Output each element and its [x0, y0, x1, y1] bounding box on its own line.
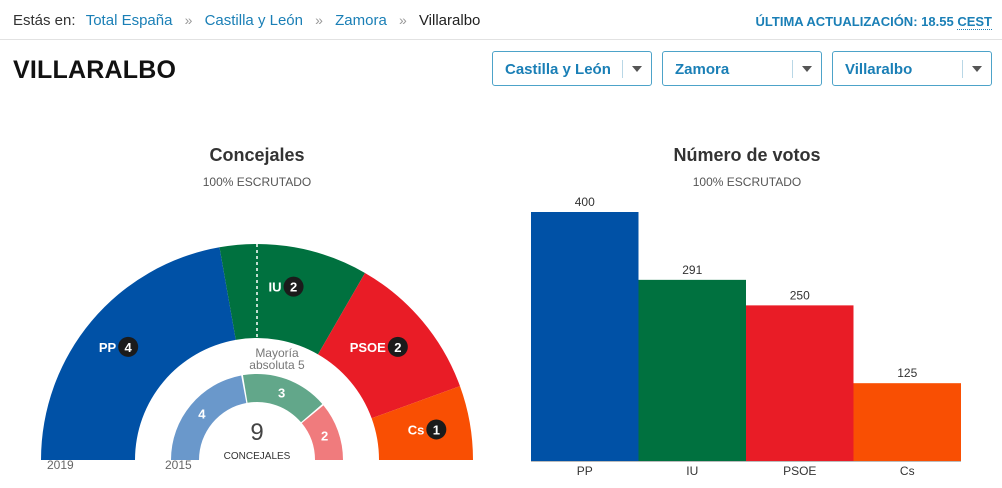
vote-bar-cs: [853, 383, 961, 461]
seat-count-2015-psoe: 2: [321, 428, 328, 443]
last-update-time: 18.55: [921, 14, 954, 29]
breadcrumb-current: Villaralbo: [418, 12, 481, 29]
seat-label-pp: PP: [99, 340, 117, 355]
breadcrumb-link-total-espana[interactable]: Total España: [85, 12, 173, 29]
seats-chart-subtitle: 100% ESCRUTADO: [202, 175, 312, 189]
breadcrumb-separator: »: [398, 12, 407, 28]
seats-total: 9: [250, 419, 263, 446]
chevron-down-icon: [802, 66, 812, 72]
chevron-down-icon: [972, 66, 982, 72]
seat-badge-pp: [118, 336, 139, 357]
vote-category-cs: Cs: [900, 464, 915, 478]
select-divider: [622, 60, 623, 78]
vote-value-pp: 400: [575, 195, 595, 209]
votes-chart-title: Número de votos: [673, 145, 821, 165]
province-select[interactable]: Zamora: [662, 51, 822, 86]
select-divider: [792, 60, 793, 78]
seat-arc-2019-iu: [219, 243, 365, 355]
seat-arc-2015-iu: [242, 374, 323, 423]
series-label-2015: 2015: [165, 458, 192, 472]
top-bar: Estás en: Total España » Castilla y León…: [0, 0, 1002, 40]
vote-value-iu: 291: [682, 263, 702, 277]
municipality-select-value: Villaralbo: [845, 61, 913, 78]
votes-chart-subtitle: 100% ESCRUTADO: [692, 175, 802, 189]
vote-category-psoe: PSOE: [783, 464, 816, 478]
region-select-value: Castilla y León: [505, 61, 611, 78]
vote-value-cs: 125: [897, 366, 917, 380]
last-update-timezone: CEST: [957, 14, 992, 30]
seat-arc-2015-pp: [171, 375, 247, 460]
seat-count-2015-pp: 4: [198, 407, 206, 422]
vote-category-pp: PP: [577, 464, 593, 478]
seat-count-2015-iu: 3: [278, 385, 285, 400]
region-select[interactable]: Castilla y León: [492, 51, 652, 86]
vote-value-psoe: 250: [790, 288, 810, 302]
breadcrumb-link-castilla-y-leon[interactable]: Castilla y León: [204, 12, 303, 29]
seat-count-pp: 4: [125, 340, 133, 355]
seats-total-label: CONCEJALES: [224, 451, 291, 462]
vote-bar-psoe: [746, 305, 854, 461]
page-title: VILLARALBO: [13, 56, 177, 84]
seat-label-psoe: PSOE: [350, 340, 386, 355]
seat-badge-psoe: [387, 336, 408, 357]
vote-bar-pp: [531, 212, 639, 461]
last-update-label: ÚLTIMA ACTUALIZACIÓN:: [755, 14, 918, 29]
series-label-2019: 2019: [47, 458, 74, 472]
seat-badge-cs: [426, 419, 447, 440]
seat-count-cs: 1: [433, 422, 440, 437]
seat-arc-2019-cs: [371, 386, 473, 460]
municipality-select[interactable]: Villaralbo: [832, 51, 992, 86]
province-select-value: Zamora: [675, 61, 730, 78]
seat-count-psoe: 2: [394, 340, 401, 355]
select-divider: [962, 60, 963, 78]
seat-label-iu: IU: [269, 280, 282, 295]
seat-label-cs: Cs: [408, 422, 425, 437]
seat-arc-2015-psoe: [301, 405, 343, 460]
chevron-down-icon: [632, 66, 642, 72]
seat-badge-iu: [283, 276, 304, 297]
breadcrumb-link-zamora[interactable]: Zamora: [335, 12, 387, 29]
majority-label: Mayoría: [255, 346, 299, 360]
breadcrumb-lead: Estás en:: [13, 12, 76, 29]
breadcrumb-separator: »: [315, 12, 323, 28]
majority-value: absoluta 5: [249, 358, 305, 372]
vote-bar-iu: [638, 279, 746, 461]
breadcrumb-separator: »: [184, 12, 193, 28]
last-update: ÚLTIMA ACTUALIZACIÓN: 18.55 CEST: [755, 14, 992, 30]
seat-count-iu: 2: [290, 280, 297, 295]
breadcrumb: Estás en: Total España » Castilla y León…: [13, 12, 480, 29]
vote-category-iu: IU: [686, 464, 698, 478]
seat-arc-2019-pp: [41, 247, 236, 460]
seats-chart-title: Concejales: [209, 145, 305, 165]
